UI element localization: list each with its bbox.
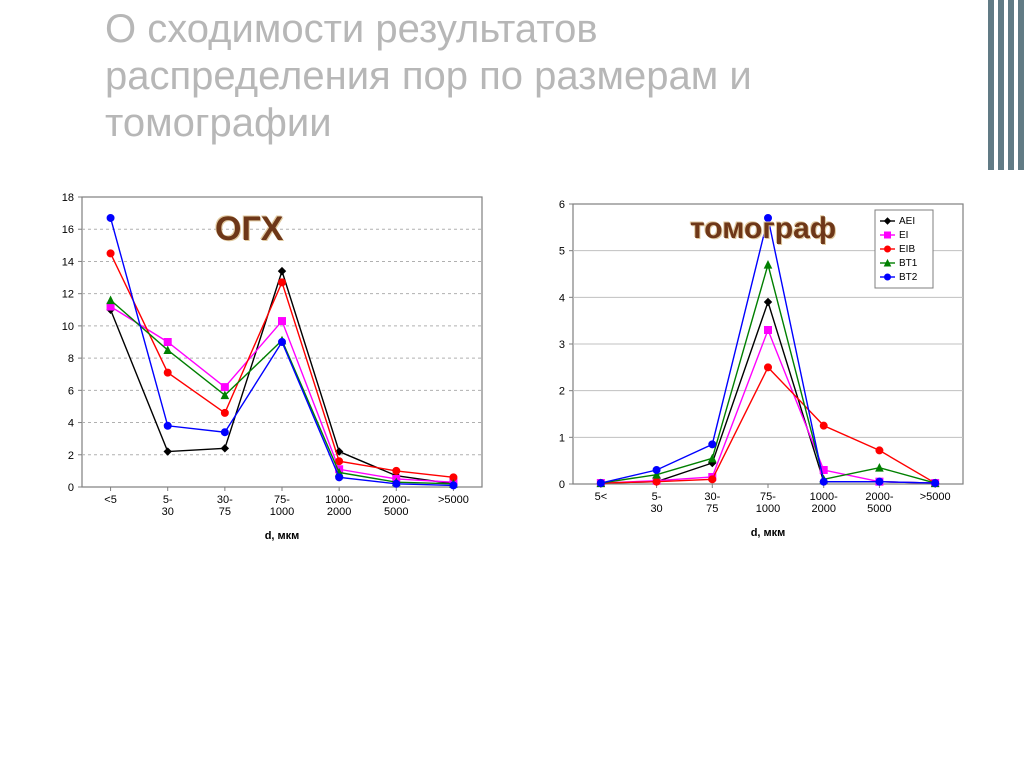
svg-text:10: 10 [62,321,74,333]
corner-stripes [988,0,1024,170]
svg-text:<5: <5 [104,494,117,506]
chart-left: 024681012141618<55-3030-7575-10001000-20… [44,185,504,565]
svg-text:4: 4 [559,292,565,304]
svg-text:1000-: 1000- [810,491,838,503]
svg-text:1000-: 1000- [325,494,353,506]
svg-text:6: 6 [68,385,74,397]
svg-text:4: 4 [68,418,74,430]
svg-text:1: 1 [559,432,565,444]
svg-text:d, мкм: d, мкм [751,527,786,539]
chart-right: 0 1 2 3 4 5 6 5< 5-30 30-75 75-1000 1000-2000 2000-5… [545,192,985,562]
svg-text:5000: 5000 [384,506,408,518]
svg-text:30-: 30- [217,494,233,506]
svg-text:6: 6 [559,199,565,211]
svg-text:16: 16 [62,224,74,236]
svg-text:8: 8 [68,353,74,365]
svg-text:5-: 5- [163,494,173,506]
svg-text:EI: EI [899,230,908,241]
svg-text:5-: 5- [652,491,662,503]
svg-text:12: 12 [62,289,74,301]
svg-text:5: 5 [559,246,565,258]
svg-text:75-: 75- [760,491,776,503]
chart-right-svg: 0 1 2 3 4 5 6 5< 5-30 30-75 75-1000 1000-2000 2000-5… [545,192,985,562]
svg-text:2: 2 [559,386,565,398]
chart-left-svg: 024681012141618<55-3030-7575-10001000-20… [44,185,504,565]
svg-text:30: 30 [162,506,174,518]
svg-text:BT2: BT2 [899,272,918,283]
svg-text:2000: 2000 [811,503,835,515]
svg-text:AEI: AEI [899,216,915,227]
svg-text:18: 18 [62,192,74,204]
svg-text:14: 14 [62,256,74,268]
svg-text:30-: 30- [704,491,720,503]
svg-text:0: 0 [68,482,74,494]
svg-text:EIB: EIB [899,244,915,255]
svg-text:2000-: 2000- [382,494,410,506]
svg-text:5000: 5000 [867,503,891,515]
svg-text:2: 2 [68,450,74,462]
svg-text:2000: 2000 [327,506,351,518]
svg-text:1000: 1000 [756,503,780,515]
svg-text:5<: 5< [595,491,608,503]
svg-text:2000-: 2000- [865,491,893,503]
svg-text:75: 75 [219,506,231,518]
slide-title: О сходимости результатов распределения п… [105,6,825,148]
svg-text:30: 30 [650,503,662,515]
svg-text:d, мкм: d, мкм [265,530,300,542]
svg-text:3: 3 [559,339,565,351]
svg-text:>5000: >5000 [438,494,469,506]
svg-text:75: 75 [706,503,718,515]
svg-text:75-: 75- [274,494,290,506]
svg-text:0: 0 [559,479,565,491]
svg-text:BT1: BT1 [899,258,918,269]
svg-text:1000: 1000 [270,506,294,518]
svg-text:>5000: >5000 [920,491,951,503]
